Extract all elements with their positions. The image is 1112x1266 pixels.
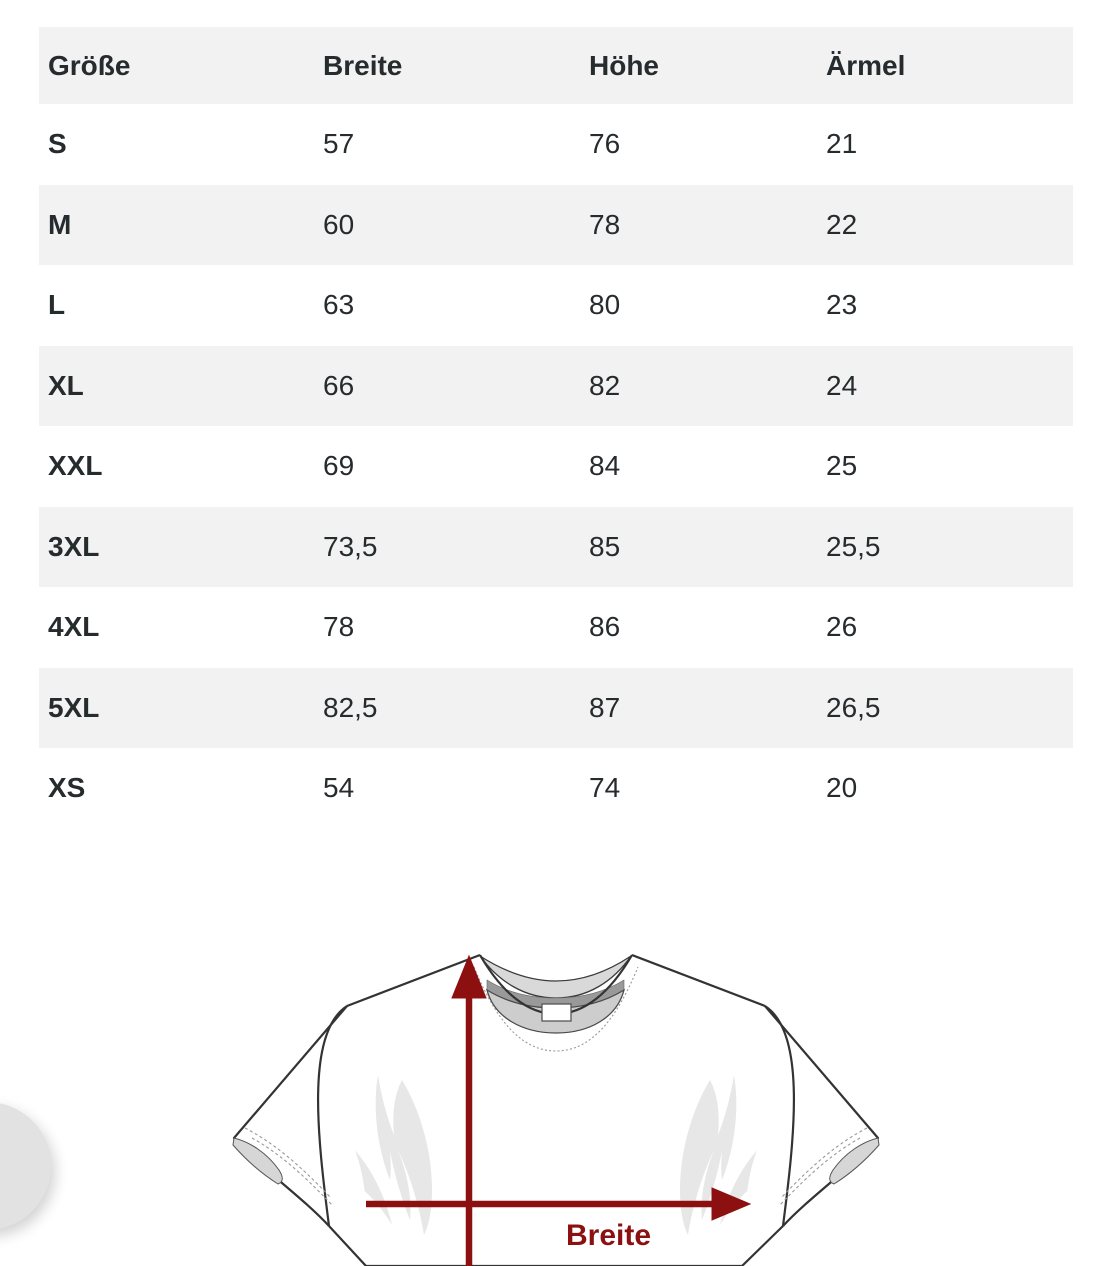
svg-text:Breite: Breite xyxy=(566,1219,651,1252)
